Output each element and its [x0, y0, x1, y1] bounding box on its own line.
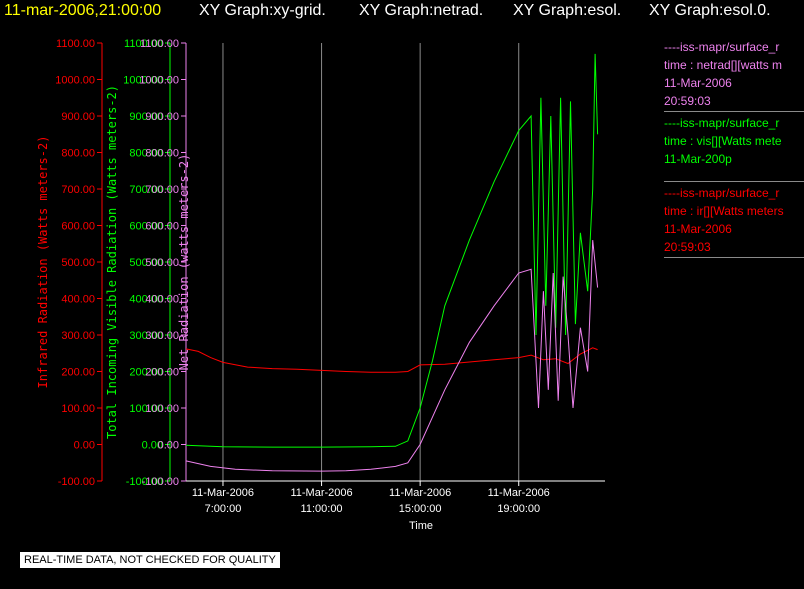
y-axis-1-tick-label-5: 400.00 [129, 294, 163, 306]
graph-title-esol0: XY Graph:esol.0. [649, 2, 771, 19]
y-axis-0-tick-label-10: 900.00 [61, 111, 95, 123]
y-axis-0-tick-label-5: 400.00 [61, 294, 95, 306]
y-axis-1-tick-label-8: 700.00 [129, 184, 163, 196]
y-axis-2-tick-label-6: 500.00 [145, 257, 179, 269]
y-axis-2-label: Net Radiation (watts meters-2) [177, 154, 191, 371]
y-axis-0-tick-label-1: 0.00 [74, 440, 95, 452]
graph-title-xy-grid: XY Graph:xy-grid. [199, 2, 326, 19]
x-axis-label: Time [409, 520, 433, 532]
y-axis-2-tick-label-3: 200.00 [145, 367, 179, 379]
y-axis-0-tick-label-7: 600.00 [61, 221, 95, 233]
y-axis-1-tick-label-0: -100.00 [126, 476, 163, 488]
x-axis-tick-time-2: 15:00:00 [399, 503, 442, 515]
x-axis-tick-date-0: 11-Mar-2006 [192, 487, 254, 499]
y-axis-2-tick-label-11: 1000.00 [139, 75, 179, 87]
y-axis-2-tick-label-0: -100.00 [142, 476, 179, 488]
x-axis-tick-time-0: 7:00:00 [205, 503, 242, 515]
legend-separator-0 [664, 111, 804, 112]
y-axis-1-tick-label-2: 100.00 [129, 403, 163, 415]
legend-line-net-2: 11-Mar-2006 [664, 76, 732, 90]
graph-title-esol: XY Graph:esol. [513, 2, 622, 19]
series-line-ir [185, 347, 598, 373]
y-axis-1-tick-label-4: 300.00 [129, 330, 163, 342]
y-axis-2-tick-label-2: 100.00 [145, 403, 179, 415]
legend-line-vis-0: ----iss-mapr/surface_r [664, 116, 780, 130]
y-axis-0-tick-label-3: 200.00 [61, 367, 95, 379]
x-axis-tick-time-3: 19:00:00 [497, 503, 540, 515]
y-axis-2-tick-label-12: 1100.00 [140, 38, 179, 50]
y-axis-1-tick-label-1: 0.00 [142, 440, 163, 452]
y-axis-0-tick-label-11: 1000.00 [55, 75, 95, 87]
legend-line-ir-1: time : ir[][Watts meters [664, 204, 784, 218]
y-axis-1-tick-label-11: 1000.00 [123, 75, 163, 87]
legend-line-vis-1: time : vis[][Watts mete [664, 134, 782, 148]
quality-notice: REAL-TIME DATA, NOT CHECKED FOR QUALITY [20, 552, 280, 568]
y-axis-0-tick-label-12: 1100.00 [56, 38, 95, 50]
series-line-net [185, 240, 599, 472]
legend-line-net-1: time : netrad[][watts m [664, 58, 783, 72]
y-axis-2-tick-label-9: 800.00 [145, 148, 179, 160]
x-axis-tick-time-1: 11:00:00 [301, 503, 343, 515]
legend-line-ir-2: 11-Mar-2006 [664, 222, 732, 236]
legend-line-net-3: 20:59:03 [664, 94, 711, 108]
y-axis-2-tick-label-10: 900.00 [145, 111, 179, 123]
y-axis-2-tick-label-1: 0.00 [158, 440, 179, 452]
legend-separator-2 [664, 257, 804, 258]
y-axis-0-tick-label-6: 500.00 [61, 257, 95, 269]
x-axis-tick-date-3: 11-Mar-2006 [488, 487, 550, 499]
y-axis-1-tick-label-9: 800.00 [129, 148, 163, 160]
y-axis-0-tick-label-2: 100.00 [61, 403, 95, 415]
legend-line-net-0: ----iss-mapr/surface_r [664, 40, 780, 54]
y-axis-0-label: Infrared Radiation (Watts meters-2) [36, 136, 50, 389]
y-axis-1-label: Total Incoming Visible Radiation (Watts … [105, 85, 119, 439]
y-axis-1-tick-label-12: 1100.00 [124, 38, 163, 50]
y-axis-0-tick-label-9: 800.00 [61, 148, 95, 160]
legend-line-ir-3: 20:59:03 [664, 240, 711, 254]
y-axis-0-tick-label-0: -100.00 [58, 476, 95, 488]
timestamp-title: 11-mar-2006,21:00:00 [4, 2, 162, 19]
legend-separator-1 [664, 181, 804, 182]
y-axis-0-tick-label-4: 300.00 [61, 330, 95, 342]
graph-title-netrad: XY Graph:netrad. [359, 2, 484, 19]
y-axis-2-tick-label-4: 300.00 [145, 330, 179, 342]
legend-line-ir-0: ----iss-mapr/surface_r [664, 186, 780, 200]
y-axis-1-tick-label-3: 200.00 [129, 367, 163, 379]
y-axis-0-tick-label-8: 700.00 [61, 184, 95, 196]
y-axis-2-tick-label-5: 400.00 [145, 294, 179, 306]
x-axis-tick-date-2: 11-Mar-2006 [389, 487, 451, 499]
y-axis-1-tick-label-7: 600.00 [129, 221, 163, 233]
legend-line-vis-2: 11-Mar-200p [664, 152, 732, 166]
series-line-vis [185, 53, 599, 448]
y-axis-1-tick-label-6: 500.00 [129, 257, 163, 269]
y-axis-2-tick-label-8: 700.00 [145, 184, 179, 196]
y-axis-1-tick-label-10: 900.00 [129, 111, 163, 123]
x-axis-tick-date-1: 11-Mar-2006 [290, 487, 352, 499]
y-axis-2-tick-label-7: 600.00 [145, 221, 179, 233]
